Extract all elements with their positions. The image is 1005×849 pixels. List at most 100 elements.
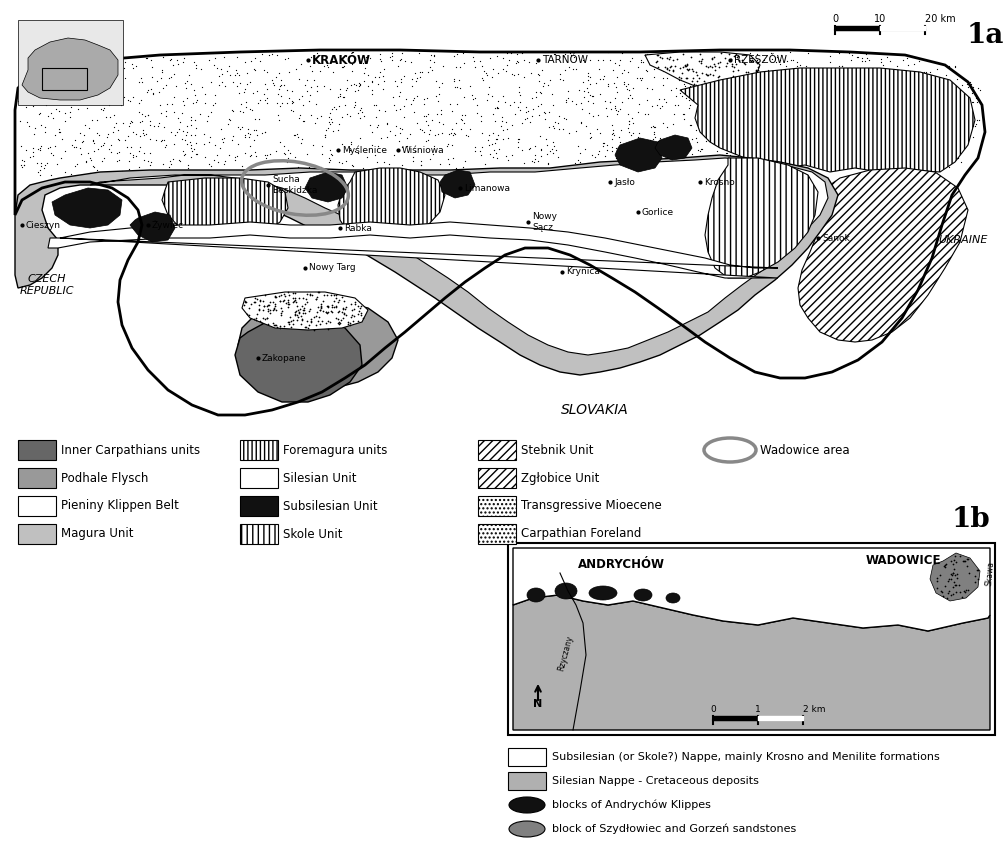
Point (791, 155, 807, 169)
Point (930, 109, 946, 122)
Point (876, 107, 892, 121)
Point (396, 70, 412, 83)
Point (576, 84, 592, 98)
Point (323, 288, 339, 301)
Point (553, 72, 569, 86)
Point (694, 123, 711, 137)
Point (851, 141, 867, 155)
Point (294, 132, 311, 146)
Point (368, 110, 384, 124)
Point (565, 63, 581, 76)
Point (723, 160, 739, 174)
Point (265, 301, 281, 314)
Point (624, 52, 640, 65)
Point (546, 121, 562, 135)
Point (797, 65, 813, 79)
Point (370, 118, 386, 132)
Point (20, 93, 36, 107)
Point (366, 98, 382, 112)
Point (447, 60, 463, 74)
Point (912, 100, 928, 114)
Point (376, 155, 392, 169)
Point (266, 78, 282, 92)
Point (662, 51, 678, 65)
Point (258, 151, 274, 165)
Point (630, 60, 646, 74)
Point (90, 91, 107, 104)
Point (347, 144, 363, 158)
Point (751, 60, 767, 74)
Point (203, 160, 219, 173)
Point (122, 146, 138, 160)
Point (898, 127, 915, 140)
Point (330, 317, 346, 330)
Point (953, 155, 969, 168)
Point (817, 127, 833, 140)
Point (315, 314, 331, 328)
Point (135, 127, 151, 140)
Point (772, 58, 788, 71)
Point (326, 65, 342, 79)
Point (92, 102, 109, 115)
Point (665, 53, 681, 67)
Point (176, 98, 192, 112)
Point (234, 105, 250, 119)
Point (206, 88, 222, 102)
Point (721, 62, 737, 76)
FancyBboxPatch shape (478, 440, 516, 460)
Point (885, 114, 901, 127)
Point (550, 116, 566, 130)
Point (83, 70, 99, 84)
Point (648, 98, 664, 112)
Point (764, 53, 780, 66)
Point (335, 301, 351, 315)
Point (240, 126, 256, 139)
Point (947, 579, 963, 593)
Point (823, 155, 839, 169)
Point (592, 73, 608, 87)
Point (76, 128, 92, 142)
Point (277, 52, 293, 65)
Point (237, 295, 253, 308)
Point (893, 102, 910, 115)
Point (692, 154, 709, 167)
Point (265, 295, 281, 309)
Point (662, 59, 678, 73)
Point (176, 52, 192, 65)
Point (555, 49, 571, 63)
Point (824, 89, 840, 103)
Point (795, 99, 811, 113)
Point (296, 297, 313, 311)
Point (599, 138, 615, 151)
Point (87, 70, 104, 83)
Point (422, 61, 438, 75)
Point (789, 149, 805, 162)
Point (888, 75, 904, 88)
Point (783, 68, 799, 82)
Point (106, 58, 122, 71)
Point (334, 156, 350, 170)
Point (955, 101, 971, 115)
Point (262, 147, 278, 160)
Point (91, 128, 108, 142)
Point (12, 82, 28, 95)
Point (304, 108, 320, 121)
Point (745, 95, 761, 109)
FancyBboxPatch shape (240, 496, 278, 516)
Point (929, 571, 945, 585)
Point (679, 63, 695, 76)
Point (12, 115, 28, 128)
Point (265, 303, 281, 317)
FancyBboxPatch shape (478, 524, 516, 544)
Point (738, 69, 754, 82)
Point (248, 312, 264, 325)
Point (540, 78, 556, 92)
Point (580, 66, 596, 80)
Point (590, 53, 606, 67)
Point (924, 148, 940, 161)
Point (707, 57, 723, 70)
Point (730, 52, 746, 65)
Point (887, 143, 903, 156)
Point (769, 77, 785, 91)
Point (213, 62, 229, 76)
